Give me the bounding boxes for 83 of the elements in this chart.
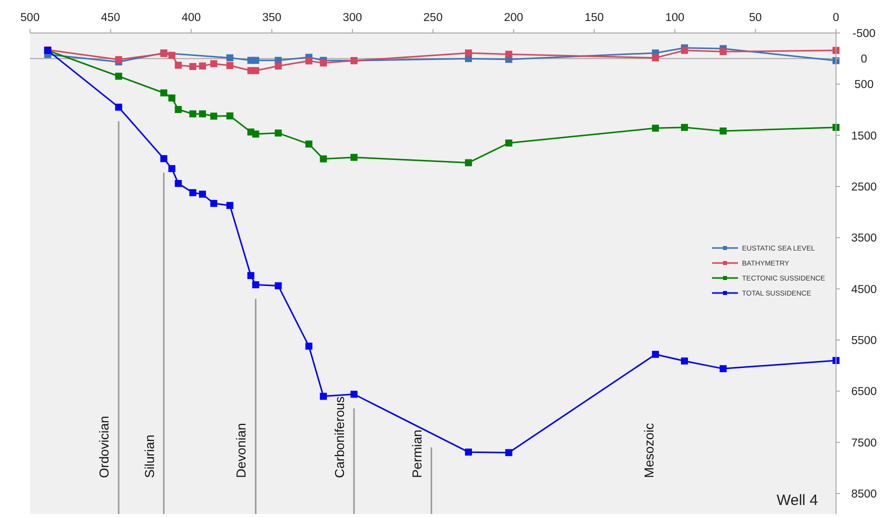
ref-line-label: Silurian bbox=[142, 434, 157, 478]
x-tick-label: 500 bbox=[20, 12, 40, 24]
point bbox=[464, 159, 472, 166]
point bbox=[210, 112, 218, 120]
point bbox=[320, 59, 327, 66]
ref-line-label: Ordovician bbox=[96, 416, 112, 478]
point bbox=[680, 124, 688, 131]
point bbox=[505, 50, 512, 58]
point bbox=[168, 165, 176, 172]
point bbox=[189, 189, 196, 196]
x-tick-label: 150 bbox=[584, 12, 604, 24]
y-tick-label: 7500 bbox=[851, 437, 877, 450]
point bbox=[305, 342, 312, 350]
point bbox=[350, 390, 358, 398]
point bbox=[115, 104, 122, 111]
y-tick-label: 0 bbox=[860, 54, 868, 66]
y-tick-label: 3500 bbox=[851, 232, 877, 245]
point bbox=[680, 46, 688, 54]
x-tick-label: 100 bbox=[665, 12, 684, 24]
y-tick-label: 1500 bbox=[851, 130, 877, 142]
ref-line-label: Permian bbox=[409, 430, 424, 478]
point bbox=[226, 112, 234, 120]
x-tick-label: 300 bbox=[342, 12, 362, 24]
point bbox=[174, 106, 182, 113]
point bbox=[680, 358, 688, 364]
point bbox=[210, 200, 218, 207]
point bbox=[274, 130, 282, 137]
point bbox=[160, 89, 168, 96]
point bbox=[210, 60, 218, 68]
y-tick-label: 8500 bbox=[851, 488, 877, 501]
point bbox=[160, 155, 168, 162]
x-tick-label: 350 bbox=[262, 12, 282, 24]
y-tick-label: 2500 bbox=[851, 182, 877, 194]
point bbox=[252, 56, 260, 64]
y-tick-label: 6500 bbox=[851, 386, 877, 398]
point bbox=[168, 52, 176, 59]
point bbox=[350, 154, 358, 161]
point bbox=[252, 130, 260, 138]
point bbox=[252, 281, 260, 288]
point bbox=[464, 448, 472, 456]
point bbox=[198, 62, 206, 70]
annotation: Mesozoic bbox=[642, 422, 657, 478]
x-tick-label: 400 bbox=[182, 12, 201, 24]
point bbox=[168, 94, 176, 102]
point bbox=[189, 110, 196, 118]
point bbox=[174, 180, 182, 187]
x-tick-label: 0 bbox=[832, 12, 840, 24]
point bbox=[505, 140, 512, 147]
point bbox=[174, 62, 182, 69]
point bbox=[305, 140, 312, 148]
point bbox=[226, 54, 234, 62]
point bbox=[226, 62, 234, 69]
y-tick-label: 4500 bbox=[851, 284, 877, 296]
point bbox=[247, 272, 254, 280]
point bbox=[115, 72, 122, 80]
point bbox=[652, 54, 659, 62]
point bbox=[505, 449, 512, 456]
point bbox=[720, 127, 727, 134]
x-tick-label: 200 bbox=[504, 12, 524, 24]
point bbox=[274, 62, 282, 70]
annotation: Well 4 bbox=[776, 492, 818, 509]
point bbox=[720, 365, 727, 372]
y-tick-label: 5500 bbox=[851, 335, 877, 348]
point bbox=[652, 124, 659, 132]
ref-line-label: Carboniferous bbox=[332, 396, 348, 478]
point bbox=[305, 57, 312, 64]
x-tick-label: 450 bbox=[101, 12, 120, 24]
point bbox=[464, 49, 472, 56]
point bbox=[274, 282, 282, 290]
y-tick-label: 500 bbox=[854, 79, 874, 92]
point bbox=[252, 67, 260, 74]
x-tick-label: 250 bbox=[423, 12, 443, 24]
x-tick-label: 50 bbox=[749, 12, 762, 24]
point bbox=[652, 350, 659, 358]
point bbox=[198, 110, 206, 118]
ref-line-label: Devonian bbox=[234, 423, 249, 478]
point bbox=[720, 48, 727, 56]
y-tick-label: -500 bbox=[852, 28, 876, 40]
point bbox=[198, 190, 206, 198]
point bbox=[226, 202, 234, 209]
point bbox=[320, 155, 327, 162]
point bbox=[320, 392, 327, 400]
point bbox=[189, 63, 196, 70]
